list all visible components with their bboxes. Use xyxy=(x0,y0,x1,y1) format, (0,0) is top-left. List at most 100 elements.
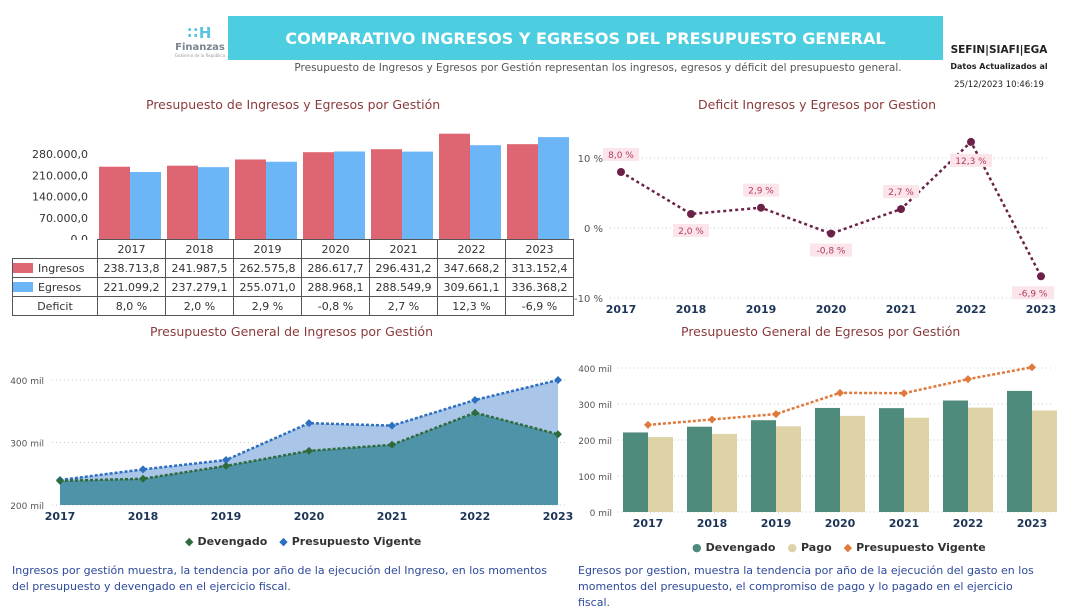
deficit-point xyxy=(617,168,625,176)
x-tick-label: 2020 xyxy=(825,517,856,530)
y-tick-label: 10 % xyxy=(578,154,603,165)
deficit-point xyxy=(1037,272,1045,281)
table-year-header: 2022 xyxy=(437,239,506,259)
bar-egresos xyxy=(470,145,501,239)
point-devengado xyxy=(554,430,562,439)
point-vigente xyxy=(471,396,479,404)
deficit-point xyxy=(687,210,695,218)
x-tick-label: 2022 xyxy=(460,510,491,523)
data-label: 2,7 % xyxy=(888,188,914,198)
bar-devengado xyxy=(815,407,840,512)
y-tick-label: 300 mil xyxy=(10,440,44,450)
data-label-bg xyxy=(810,243,852,257)
finanzas-logo: ∷H Finanzas Gobierno de la República xyxy=(170,24,230,60)
y-tick-label: 400 mil xyxy=(578,365,612,375)
point-devengado xyxy=(305,446,313,455)
presupuesto-bar-chart: 0,0 70.000,0 140.000,0 210.000,0 280.000,0 xyxy=(32,133,569,240)
table-year-header: 2020 xyxy=(301,239,370,259)
bar-egresos xyxy=(402,151,433,239)
x-tick-label: 2018 xyxy=(676,303,707,316)
y-tick-label: 400 mil xyxy=(10,377,44,387)
x-tick-label: 2018 xyxy=(128,510,159,523)
legend-vigente: ◆ Presupuesto Vigente xyxy=(279,535,421,548)
diamond-icon: ◆ xyxy=(843,541,853,554)
point-devengado xyxy=(139,474,147,483)
table-cell: 255.071,0 xyxy=(233,277,302,297)
point-vigente xyxy=(708,415,716,424)
table-cell: 2,9 % xyxy=(233,296,302,316)
data-label-bg xyxy=(950,153,992,167)
table-cell: 347.668,2 xyxy=(437,258,506,278)
data-label: 12,3 % xyxy=(955,157,987,167)
y-tick-label: 200 mil xyxy=(10,502,44,512)
page-subtitle: Presupuesto de Ingresos y Egresos por Ge… xyxy=(294,62,902,74)
point-vigente xyxy=(554,376,562,384)
bar-ingresos xyxy=(303,152,334,239)
egresos-legend: ● Devengado ● Pago ◆ Presupuesto Vigente xyxy=(692,541,986,554)
ingresos-area-chart: 200 mil 300 mil 400 mil 2017 2018 2019 2020 202… xyxy=(10,376,573,523)
table-row: Ingresos 238.713,8 241.987,5 262.575,8 286.6… xyxy=(12,258,574,278)
x-tick-label: 2023 xyxy=(1017,517,1048,530)
point-vigente xyxy=(772,410,780,419)
legend-pago: ● Pago xyxy=(787,541,831,554)
series-swatch-icon xyxy=(13,281,33,292)
table-row: 2017 2018 2019 2020 2021 2022 2023 xyxy=(12,239,574,259)
data-label-bg xyxy=(1012,286,1054,300)
y-tick-label: 100 mil xyxy=(578,473,612,483)
table-cell: -0,8 % xyxy=(301,296,370,316)
table-year-header: 2018 xyxy=(165,239,234,259)
chart-title-deficit: Deficit Ingresos y Egresos por Gestion xyxy=(698,97,937,112)
bar-egresos xyxy=(538,137,569,239)
data-label: 8,0 % xyxy=(608,151,634,161)
point-vigente xyxy=(964,375,972,384)
legend-label: Pago xyxy=(801,541,832,554)
bar-ingresos xyxy=(371,149,402,239)
legend-label: Devengado xyxy=(197,535,268,548)
bar-ingresos xyxy=(439,133,470,239)
table-series-label: Egresos xyxy=(12,277,98,297)
point-vigente xyxy=(388,421,396,430)
y-tick-label: 200 mil xyxy=(578,437,612,447)
y-tick-label: 140.000,0 xyxy=(32,191,88,204)
data-label-bg xyxy=(883,185,919,199)
logo-mark-icon: ∷H xyxy=(187,24,213,42)
table-cell: 241.987,5 xyxy=(165,258,234,278)
bar-pago xyxy=(712,433,737,512)
y-tick-label: -10 % xyxy=(574,294,603,305)
table-cell: 221.099,2 xyxy=(97,277,166,297)
table-corner xyxy=(12,239,98,259)
point-devengado xyxy=(471,408,479,417)
data-label-bg xyxy=(743,183,779,197)
table-year-header: 2019 xyxy=(233,239,302,259)
y-tick-label: 0 % xyxy=(584,224,603,235)
point-vigente xyxy=(836,388,844,397)
bar-ingresos xyxy=(235,159,266,239)
table-cell: 313.152,4 xyxy=(505,258,574,278)
table-cell: 2,7 % xyxy=(369,296,438,316)
y-tick-label: 300 mil xyxy=(578,401,612,411)
table-cell: 237.279,1 xyxy=(165,277,234,297)
bar-egresos xyxy=(198,167,229,239)
point-devengado xyxy=(56,476,64,485)
x-tick-label: 2021 xyxy=(889,517,920,530)
bar-pago xyxy=(968,407,993,512)
y-tick-label: 0,0 xyxy=(71,233,89,240)
x-tick-label: 2022 xyxy=(956,303,987,316)
chart-title-egresos: Presupuesto General de Egresos por Gesti… xyxy=(681,324,961,339)
deficit-point xyxy=(827,229,835,238)
x-tick-label: 2018 xyxy=(697,517,728,530)
logo-subtext: Gobierno de la República xyxy=(174,53,226,58)
y-tick-label: 280.000,0 xyxy=(32,148,88,161)
table-cell: 238.713,8 xyxy=(97,258,166,278)
table-cell: 12,3 % xyxy=(437,296,506,316)
table-cell: 309.661,1 xyxy=(437,277,506,297)
bar-pago xyxy=(1032,410,1057,512)
table-cell: -6,9 % xyxy=(505,296,574,316)
table-cell: 288.968,1 xyxy=(301,277,370,297)
point-vigente xyxy=(1028,363,1036,372)
data-label: 2,9 % xyxy=(748,187,774,197)
bar-devengado xyxy=(1007,390,1032,512)
table-year-header: 2021 xyxy=(369,239,438,259)
ingresos-description: Ingresos por gestión muestra, la tendenc… xyxy=(12,564,547,593)
bar-ingresos xyxy=(167,165,198,239)
